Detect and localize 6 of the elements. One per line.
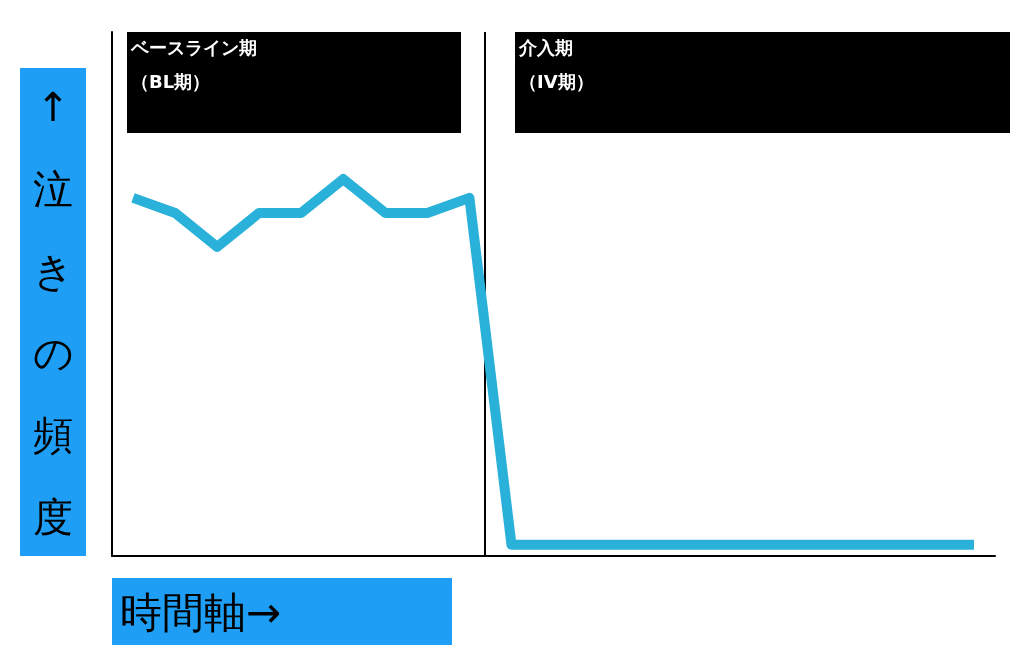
text: （IV期） (519, 70, 594, 92)
x-axis-title: 時間軸→ (120, 587, 282, 637)
y-axis-title: ↑泣きの頻度 (32, 84, 74, 540)
text: （BL期） (131, 70, 211, 92)
text: ベースライン期 (130, 36, 257, 58)
text: 介入期 (518, 36, 573, 58)
